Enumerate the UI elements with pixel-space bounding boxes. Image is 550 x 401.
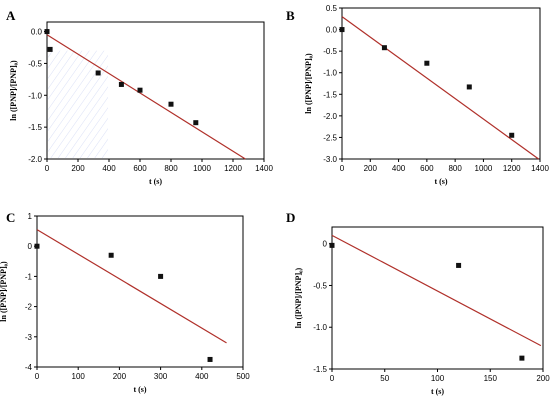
panel-c: 0 100 200 300 400 500 1 0 -1 -2 -3 -4 t (s) ln ([PNP]… [0,212,250,394]
data-point [47,46,53,52]
data-point [456,262,462,268]
panel-letter-d: D [286,210,295,225]
data-point [329,242,335,248]
y-tick-label: -1.0 [313,323,327,332]
panel-a: 0 200 400 600 800 1000 1200 1400 0.0 -0.5 -1.0 -1.5… [9,21,273,186]
y-axis-title: ln ([PNP]/[PNP]₀) [294,267,303,328]
y-tick-label: -4 [25,363,33,372]
x-tick-label: 1200 [503,164,521,173]
data-point [424,60,430,66]
y-tick-label: 1 [28,212,33,221]
y-tick-label: -1.0 [323,69,337,78]
x-tick-label: 150 [484,374,498,383]
y-tick-label: 0.0 [31,28,43,37]
y-tick-label: -1.5 [323,90,337,99]
x-tick-label: 1200 [224,164,242,173]
plot-frame-a [46,21,265,160]
data-point [381,45,387,51]
fit-line-a [46,34,246,160]
y-tick-label: -1.5 [28,123,42,132]
data-point [466,84,472,90]
x-tick-label: 1400 [531,164,549,173]
y-tick-label: -2.5 [323,133,337,142]
fit-line-b [341,16,539,160]
y-tick-label: 0.0 [326,26,338,35]
x-tick-label: 400 [195,372,209,381]
x-tick-label: 400 [102,164,116,173]
y-tick-label: -3.0 [323,155,337,164]
x-tick-label: 800 [164,164,178,173]
y-axis-title: ln ([PNP]/[PNP]₀) [9,60,18,121]
x-tick-label: 1400 [255,164,273,173]
y-tick-label: -0.5 [28,59,42,68]
plot-frame-b [341,7,541,160]
hatch-artifact [48,50,108,158]
plot-frame-d [331,226,544,370]
y-axis-title: ln ([PNP]/[PNP]₀) [0,261,8,322]
x-tick-label: 0 [340,164,345,173]
y-tick-label: 0 [28,242,33,251]
data-point [339,27,345,33]
y-tick-label: 0.5 [326,4,338,13]
x-tick-label: 200 [71,164,85,173]
fit-line-c [36,229,227,344]
x-tick-label: 1000 [193,164,211,173]
x-axis-title: t (s) [431,387,444,396]
x-tick-label: 400 [392,164,406,173]
panel-letter-c: C [6,210,15,225]
panel-letter-b: B [286,8,295,23]
data-point [95,70,101,76]
y-tick-label: -3 [25,333,33,342]
x-axis-title: t (s) [149,177,162,186]
panel-letter-a: A [6,8,16,23]
data-point [108,252,114,258]
x-tick-label: 500 [236,372,250,381]
data-point [137,87,143,93]
x-tick-label: 300 [154,372,168,381]
data-point [193,120,199,126]
x-tick-label: 600 [420,164,434,173]
data-point [519,355,525,361]
x-axis-title: t (s) [434,177,447,186]
y-tick-label: -2.0 [28,155,42,164]
y-tick-label: -0.5 [323,47,337,56]
x-tick-label: 1000 [475,164,493,173]
fit-line-d [331,234,542,347]
y-tick-label: -2 [25,303,33,312]
data-point [207,356,213,362]
data-point [509,132,515,138]
panel-b: 0 200 400 600 800 1000 1200 1400 0.5 0.0 -0.5 -1.0 -… [304,4,549,186]
x-tick-label: 50 [380,374,389,383]
data-point [34,243,40,249]
data-point [158,273,164,279]
x-tick-label: 100 [72,372,86,381]
x-tick-label: 100 [431,374,445,383]
data-point [118,81,124,87]
y-tick-label: -1.0 [28,91,42,100]
plot-frame-c [36,215,244,368]
y-tick-label: 0 [323,240,328,249]
y-tick-label: -2.0 [323,112,337,121]
data-point [168,101,174,107]
x-tick-label: 600 [133,164,147,173]
y-tick-label: -0.5 [313,281,327,290]
x-tick-label: 0 [45,164,50,173]
x-axis-title: t (s) [133,385,146,394]
x-tick-label: 200 [536,374,550,383]
data-point [44,29,50,35]
y-axis-title: ln ([PNP]/[PNP]₀) [304,53,313,114]
x-tick-label: 200 [364,164,378,173]
x-tick-label: 0 [330,374,335,383]
x-tick-label: 200 [113,372,127,381]
panel-d: 0 50 100 150 200 0 -0.5 -1.0 -1.5 t (s) ln ([PNP]/… [294,226,550,396]
x-tick-label: 800 [448,164,462,173]
x-tick-label: 0 [35,372,40,381]
y-tick-label: -1.5 [313,365,327,374]
y-tick-label: -1 [25,272,33,281]
